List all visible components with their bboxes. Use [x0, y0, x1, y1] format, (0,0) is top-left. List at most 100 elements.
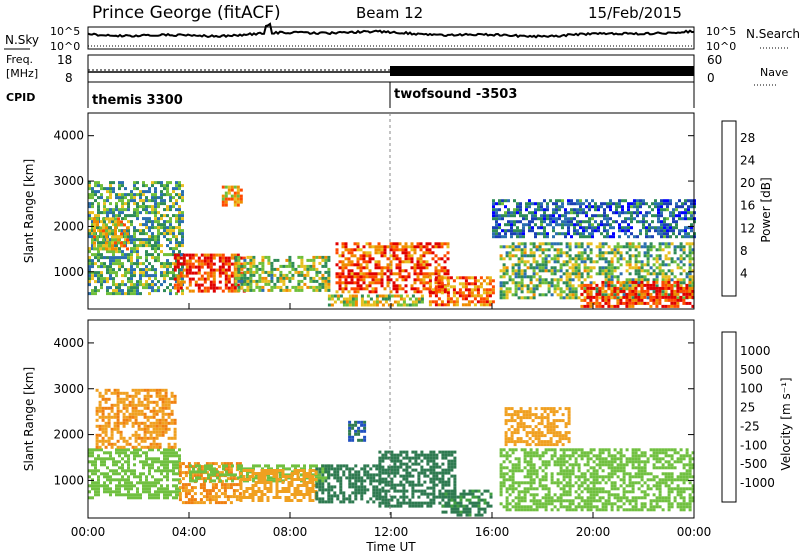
- echo-cell: [344, 248, 348, 252]
- echo-cell: [499, 257, 503, 261]
- echo-cell: [514, 290, 518, 294]
- echo-cell: [670, 257, 674, 261]
- echo-cell: [264, 279, 268, 283]
- echo-cell: [414, 297, 418, 301]
- echo-cell: [227, 185, 231, 189]
- echo-cell: [209, 268, 213, 272]
- echo-cell: [381, 501, 385, 505]
- echo-cell: [434, 242, 438, 246]
- echo-cell: [109, 292, 112, 296]
- echo-cell: [133, 292, 136, 296]
- echo-cell: [131, 397, 135, 401]
- echo-cell: [336, 467, 340, 471]
- echo-cell: [654, 199, 657, 203]
- echo-cell: [199, 501, 203, 505]
- echo-cell: [148, 496, 151, 500]
- echo-cell: [130, 253, 133, 257]
- echo-cell: [392, 284, 396, 288]
- echo-cell: [673, 251, 677, 255]
- echo-cell: [276, 467, 279, 471]
- echo-cell: [136, 253, 139, 257]
- echo-cell: [601, 272, 605, 276]
- echo-cell: [525, 217, 528, 221]
- echo-cell: [98, 433, 102, 437]
- echo-cell: [251, 499, 255, 502]
- echo-cell: [342, 470, 346, 474]
- echo-cell: [131, 424, 135, 428]
- echo-cell: [148, 220, 151, 224]
- echo-cell: [532, 245, 536, 249]
- echo-cell: [681, 211, 684, 215]
- echo-cell: [230, 256, 234, 260]
- echo-cell: [348, 294, 352, 298]
- echo-cell: [392, 254, 396, 258]
- echo-cell: [121, 217, 124, 221]
- echo-cell: [88, 268, 91, 272]
- echo-cell: [151, 268, 154, 272]
- echo-cell: [428, 291, 432, 295]
- echo-cell: [288, 288, 292, 292]
- echo-cell: [333, 467, 337, 471]
- echo-cell: [377, 242, 381, 246]
- echo-cell: [535, 272, 539, 276]
- echo-cell: [371, 287, 375, 291]
- echo-cell: [544, 254, 548, 258]
- echo-cell: [145, 481, 148, 485]
- echo-cell: [583, 278, 587, 282]
- echo-cell: [278, 469, 282, 472]
- echo-cell: [679, 289, 683, 293]
- echo-cell: [139, 232, 142, 236]
- echo-cell: [254, 481, 258, 484]
- echo-cell: [351, 482, 355, 486]
- echo-cell: [347, 251, 351, 255]
- echo-cell: [386, 284, 390, 288]
- echo-cell: [154, 277, 157, 281]
- echo-cell: [363, 303, 367, 307]
- echo-cell: [215, 253, 219, 257]
- echo-cell: [246, 261, 250, 265]
- echo-cell: [333, 470, 337, 474]
- echo-cell: [586, 242, 590, 246]
- echo-cell: [571, 287, 575, 291]
- echo-cell: [422, 275, 426, 279]
- echo-cell: [190, 489, 194, 493]
- echo-cell: [473, 285, 477, 289]
- echo-cell: [291, 470, 294, 474]
- echo-cell: [197, 286, 201, 290]
- echo-cell: [622, 284, 626, 288]
- echo-cell: [348, 476, 352, 480]
- echo-cell: [223, 483, 227, 487]
- echo-cell: [357, 470, 361, 474]
- echo-cell: [163, 448, 166, 452]
- echo-cell: [151, 256, 154, 260]
- echo-cell: [118, 265, 121, 269]
- echo-cell: [621, 220, 624, 224]
- echo-cell: [504, 229, 507, 233]
- echo-cell: [101, 415, 105, 419]
- echo-cell: [181, 211, 184, 215]
- echo-cell: [163, 223, 166, 227]
- echo-cell: [401, 260, 405, 264]
- echo-cell: [324, 288, 328, 292]
- echo-cell: [517, 260, 521, 264]
- echo-cell: [95, 418, 99, 422]
- echo-cell: [88, 490, 91, 494]
- echo-cell: [172, 451, 175, 455]
- echo-cell: [643, 254, 647, 258]
- echo-cell: [114, 247, 117, 251]
- echo-cell: [540, 202, 543, 206]
- echo-cell: [670, 304, 674, 308]
- echo-cell: [269, 469, 273, 472]
- echo-cell: [398, 257, 402, 261]
- echo-cell: [97, 226, 100, 230]
- echo-cell: [172, 250, 175, 254]
- echo-cell: [586, 283, 590, 287]
- echo-cell: [155, 412, 159, 416]
- echo-cell: [452, 279, 456, 283]
- echo-cell: [154, 478, 157, 482]
- echo-cell: [476, 300, 480, 304]
- echo-cell: [117, 220, 120, 224]
- echo-cell: [591, 205, 594, 209]
- echo-cell: [160, 250, 163, 254]
- echo-cell: [198, 464, 201, 468]
